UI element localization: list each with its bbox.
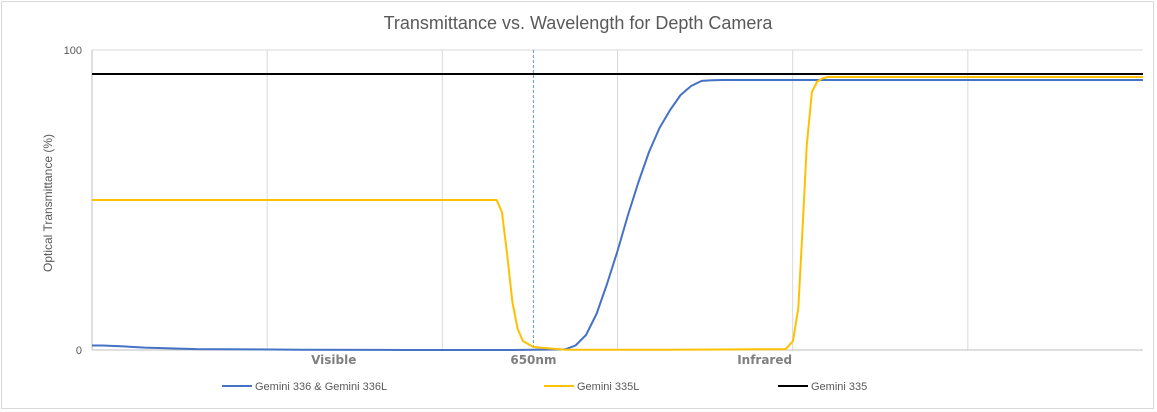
- grid: [92, 49, 1143, 350]
- legend: Gemini 336 & Gemini 336L Gemini 335L Gemin…: [222, 381, 867, 393]
- series-line-1: [92, 79, 1143, 351]
- y-tick-label: 0: [76, 345, 82, 357]
- legend-entry-label: Gemini 335: [811, 381, 867, 393]
- y-axis-label: Optical Transmittance (%): [41, 134, 55, 272]
- chart-title: Transmittance vs. Wavelength for Depth C…: [384, 13, 774, 33]
- region-label: Visible: [311, 353, 356, 367]
- legend-entry-label: Gemini 336 & Gemini 336L: [255, 381, 387, 393]
- series: [92, 50, 1143, 351]
- y-tick-label: 100: [64, 45, 82, 57]
- region-label: 650nm: [510, 353, 556, 367]
- legend-entry-label: Gemini 335L: [577, 381, 639, 393]
- region-label: Infrared: [737, 353, 792, 367]
- series-line-2: [92, 76, 1143, 351]
- region-labels: Visible 650nm Infrared: [311, 353, 792, 367]
